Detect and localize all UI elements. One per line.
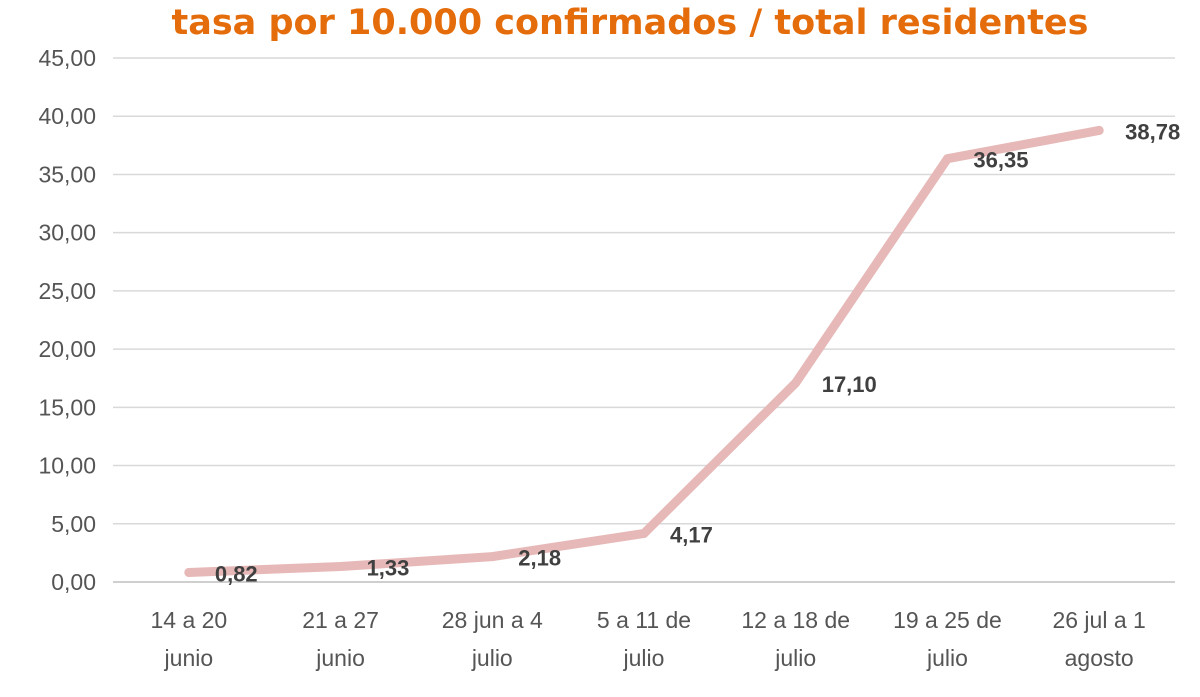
data-point bbox=[336, 562, 346, 572]
data-point bbox=[942, 154, 952, 164]
y-tick-label: 0,00 bbox=[51, 569, 96, 595]
y-tick-label: 15,00 bbox=[38, 394, 96, 420]
data-labels: 0,82 1,33 2,18 4,17 17,10 36,35 38,78 bbox=[215, 119, 1180, 586]
x-tick-label: 19 a 25 de julio bbox=[893, 607, 1002, 671]
y-tick-label: 5,00 bbox=[51, 511, 96, 537]
x-tick-label: 14 a 20 junio bbox=[150, 607, 227, 671]
y-tick-label: 25,00 bbox=[38, 278, 96, 304]
y-axis-ticks: 0,00 5,00 10,00 15,00 20,00 25,00 30,00 35,00 40… bbox=[38, 45, 96, 595]
y-tick-label: 35,00 bbox=[38, 161, 96, 187]
data-point bbox=[184, 567, 194, 577]
data-label: 36,35 bbox=[973, 148, 1028, 173]
data-label: 1,33 bbox=[367, 556, 410, 581]
gridlines bbox=[113, 57, 1175, 525]
x-tick-label: 28 jun a 4 julio bbox=[442, 607, 543, 671]
data-point bbox=[639, 528, 649, 538]
data-label: 0,82 bbox=[215, 561, 258, 586]
data-label: 2,18 bbox=[518, 546, 561, 571]
x-axis-ticks: 14 a 20 junio 21 a 27 junio 28 jun a 4 julio 5… bbox=[150, 607, 1145, 671]
y-tick-label: 30,00 bbox=[38, 220, 96, 246]
y-tick-label: 40,00 bbox=[38, 103, 96, 129]
data-point bbox=[791, 378, 801, 388]
data-point bbox=[487, 552, 497, 562]
series-layer bbox=[184, 125, 1104, 577]
data-label: 38,78 bbox=[1125, 119, 1180, 144]
data-label: 4,17 bbox=[670, 522, 713, 547]
x-tick-label: 21 a 27 junio bbox=[302, 607, 379, 671]
x-tick-label: 26 jul a 1 agosto bbox=[1052, 607, 1145, 671]
y-tick-label: 20,00 bbox=[38, 336, 96, 362]
series-line bbox=[184, 125, 1104, 577]
data-point bbox=[1094, 125, 1104, 135]
x-tick-label: 5 a 11 de julio bbox=[597, 607, 691, 671]
y-tick-label: 45,00 bbox=[38, 45, 96, 71]
chart-title: tasa por 10.000 confirmados / total resi… bbox=[171, 3, 1088, 43]
x-tick-label: 12 a 18 de julio bbox=[741, 607, 850, 671]
data-label: 17,10 bbox=[822, 372, 877, 397]
y-tick-label: 10,00 bbox=[38, 453, 96, 479]
